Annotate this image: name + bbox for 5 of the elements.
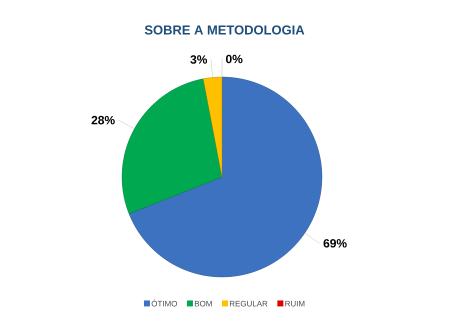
chart-title: SOBRE A METODOLOGIA xyxy=(144,25,304,35)
data-label: 69% xyxy=(324,239,347,248)
data-label: 3% xyxy=(190,55,208,64)
data-label: 28% xyxy=(92,116,115,124)
text: 0% xyxy=(226,54,242,64)
